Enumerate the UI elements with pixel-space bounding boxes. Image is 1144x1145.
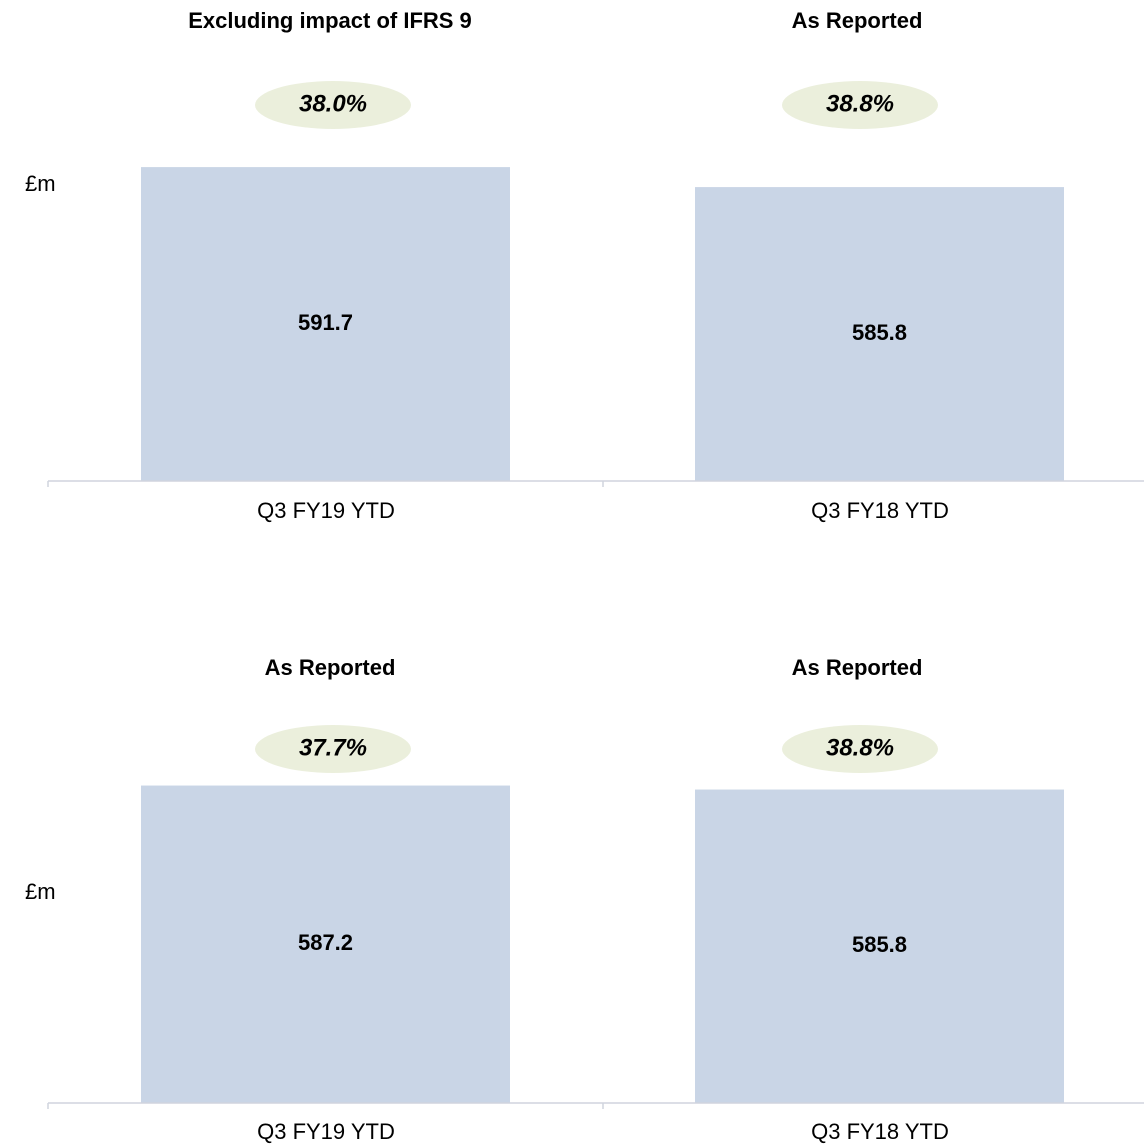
y-axis-label: £m xyxy=(25,879,56,904)
ratio-label: 38.0% xyxy=(299,90,367,117)
value-label: 585.8 xyxy=(852,320,907,345)
bar xyxy=(141,167,510,481)
ratio-badge xyxy=(782,725,938,773)
ratio-badge xyxy=(255,81,411,129)
x-tick-label: Q3 FY19 YTD xyxy=(257,498,395,523)
value-label: 585.8 xyxy=(852,932,907,957)
ratio-badge xyxy=(782,81,938,129)
column-title: As Reported xyxy=(265,655,396,680)
column-title: As Reported xyxy=(792,655,923,680)
y-axis-label: £m xyxy=(25,171,56,196)
value-label: 591.7 xyxy=(298,310,353,335)
bar xyxy=(695,187,1064,481)
bar xyxy=(695,789,1064,1103)
ratio-label: 38.8% xyxy=(826,734,894,761)
column-title: As Reported xyxy=(792,8,923,33)
column-title: Excluding impact of IFRS 9 xyxy=(188,8,472,33)
bar xyxy=(141,785,510,1103)
ratio-badge xyxy=(255,725,411,773)
x-tick-label: Q3 FY18 YTD xyxy=(811,498,949,523)
ratio-label: 38.8% xyxy=(826,90,894,117)
ratio-label: 37.7% xyxy=(299,734,367,761)
x-tick-label: Q3 FY18 YTD xyxy=(811,1119,949,1144)
x-tick-label: Q3 FY19 YTD xyxy=(257,1119,395,1144)
value-label: 587.2 xyxy=(298,930,353,955)
